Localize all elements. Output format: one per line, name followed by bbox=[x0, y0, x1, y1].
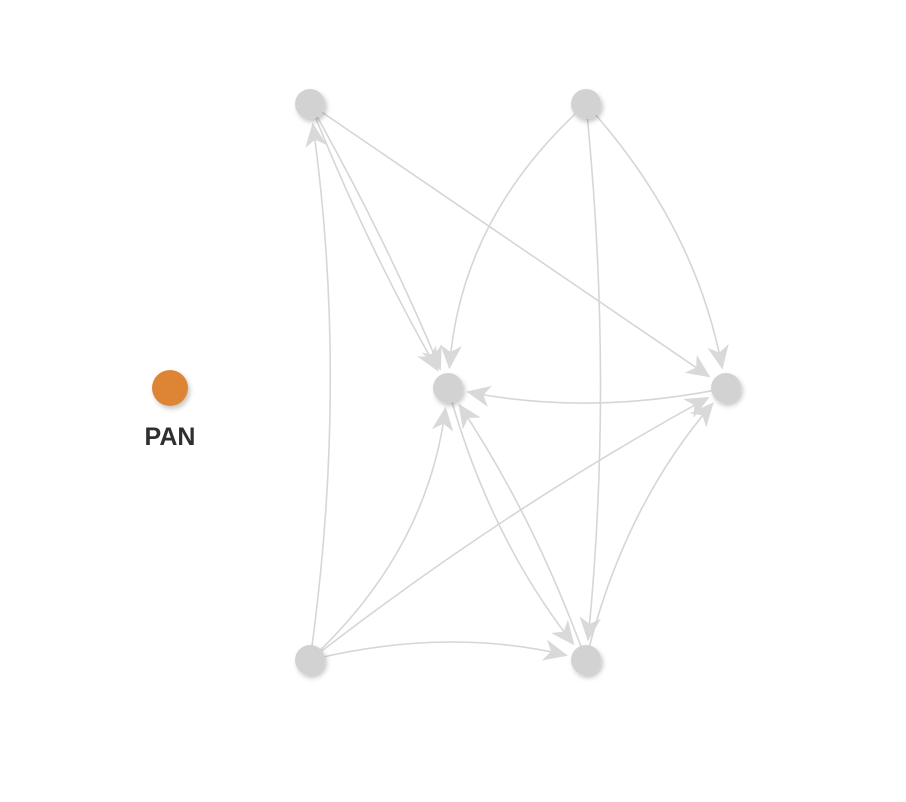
highlighted-node[interactable] bbox=[152, 370, 188, 406]
graph-node-n_bottom_right[interactable] bbox=[571, 645, 601, 675]
edge-n_right-to-n_center bbox=[466, 385, 723, 407]
edge-n_bottom_left-to-n_top_left bbox=[305, 122, 332, 657]
edge-n_top_left-to-n_center bbox=[311, 107, 442, 371]
node-label: PAN bbox=[145, 423, 196, 451]
edge-n_bottom_left-to-n_bottom_right bbox=[313, 639, 568, 661]
graph-node-n_bottom_left[interactable] bbox=[295, 645, 325, 675]
graph-node-n_center[interactable] bbox=[433, 373, 463, 403]
graph-node-n_top_left[interactable] bbox=[295, 89, 325, 119]
graph-node-n_top_right[interactable] bbox=[571, 89, 601, 119]
edge-n_bottom_right-to-n_right bbox=[586, 402, 714, 657]
edge-n_top_left-to-n_center bbox=[310, 107, 439, 372]
edge-n_top_right-to-n_bottom_right bbox=[579, 107, 602, 642]
edge-n_bottom_left-to-n_right bbox=[312, 396, 710, 659]
edge-n_bottom_right-to-n_center bbox=[458, 403, 586, 657]
edge-n_top_right-to-n_right bbox=[588, 106, 729, 370]
edge-n_top_right-to-n_center bbox=[440, 106, 584, 370]
graph-node-n_right[interactable] bbox=[711, 373, 741, 403]
edge-n_bottom_left-to-n_center bbox=[312, 406, 454, 658]
edge-n_top_left-to-n_right bbox=[312, 105, 711, 378]
nodes-layer: PAN bbox=[145, 89, 741, 675]
edge-n_center-to-n_bottom_right bbox=[448, 391, 575, 646]
edges-layer bbox=[305, 105, 729, 661]
